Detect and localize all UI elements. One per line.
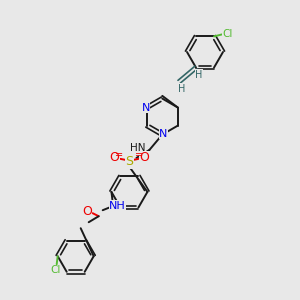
Text: =: =	[116, 150, 124, 160]
Text: N: N	[142, 103, 150, 112]
Text: =: =	[135, 150, 143, 160]
Text: HN: HN	[130, 143, 146, 153]
Text: O: O	[82, 205, 92, 218]
Text: H: H	[195, 70, 203, 80]
Text: Cl: Cl	[50, 265, 61, 275]
Text: S: S	[125, 155, 134, 168]
Text: H: H	[178, 84, 186, 94]
Text: O: O	[140, 152, 149, 164]
Text: Cl: Cl	[223, 29, 233, 39]
Text: O: O	[110, 152, 119, 164]
Text: N: N	[159, 129, 167, 139]
Text: NH: NH	[109, 201, 126, 211]
